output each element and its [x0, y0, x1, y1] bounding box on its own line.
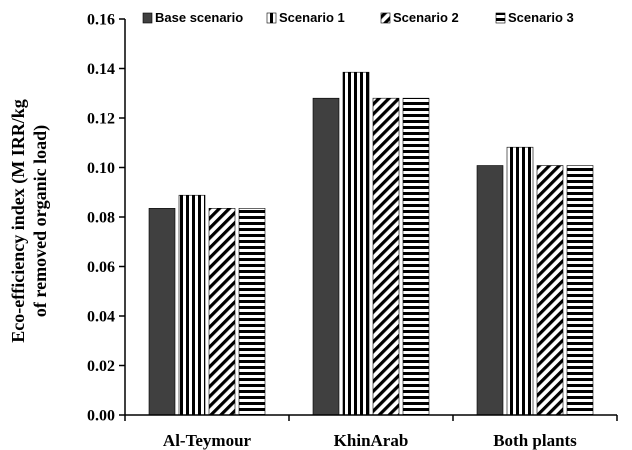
y-axis-title: Eco-efficiency index (M IRR/kg of remove…: [8, 99, 51, 342]
x-axis-labels: Al-Teymour KhinArab Both plants: [124, 415, 618, 450]
bar: [402, 97, 430, 416]
legend-swatch: [142, 12, 153, 24]
axes: [124, 19, 617, 416]
bar: [372, 97, 400, 416]
y-axis-title-line-1: Eco-efficiency index (M IRR/kg: [8, 99, 29, 342]
y-axis-title-line-2: of removed organic load): [30, 125, 51, 317]
legend-swatch: [266, 12, 277, 24]
bar: [148, 208, 176, 416]
bar: [342, 71, 370, 416]
bars: [148, 71, 594, 416]
bar: [536, 165, 564, 416]
y-tick-label: 0.04: [87, 309, 115, 326]
legend-swatch: [495, 12, 506, 24]
legend-label: Scenario 2: [393, 10, 459, 25]
x-tick-label: KhinArab: [334, 431, 409, 450]
y-tick-label: 0.08: [87, 210, 115, 227]
y-tick-label: 0.06: [87, 259, 115, 276]
bar: [476, 165, 504, 416]
bar: [238, 208, 266, 416]
bar: [178, 194, 206, 416]
x-tick-label: Both plants: [493, 431, 577, 450]
legend-label: Scenario 1: [279, 10, 345, 25]
bar: [208, 208, 236, 416]
legend: Base scenario Scenario 1 Scenario 2 Scenari…: [142, 10, 574, 25]
bar: [312, 97, 340, 416]
y-tick-label: 0.00: [87, 408, 115, 425]
bar: [506, 146, 534, 416]
y-tick-label: 0.10: [87, 160, 115, 177]
y-tick-label: 0.16: [87, 12, 115, 29]
y-axis-ticks: 0.00 0.02 0.04 0.06 0.08 0.10 0.12 0.14 0.16: [87, 12, 125, 425]
legend-label: Base scenario: [155, 10, 243, 25]
x-tick-label: Al-Teymour: [163, 431, 252, 450]
y-tick-label: 0.14: [87, 61, 115, 78]
y-tick-label: 0.12: [87, 111, 115, 128]
legend-swatch: [380, 12, 391, 24]
bar: [566, 165, 594, 416]
y-tick-label: 0.02: [87, 358, 115, 375]
legend-label: Scenario 3: [508, 10, 574, 25]
